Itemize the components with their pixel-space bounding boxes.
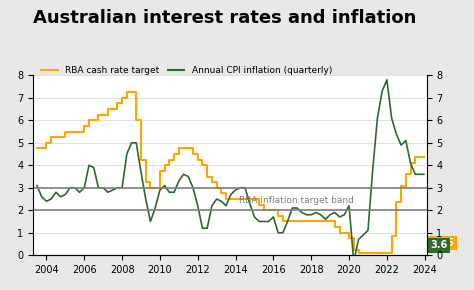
Text: RBA inflation target band: RBA inflation target band bbox=[239, 196, 354, 205]
Legend: RBA cash rate target, Annual CPI inflation (quarterly): RBA cash rate target, Annual CPI inflati… bbox=[38, 63, 336, 79]
Text: Australian interest rates and inflation: Australian interest rates and inflation bbox=[33, 9, 417, 27]
Text: 4.35: 4.35 bbox=[431, 238, 455, 248]
Text: 3.6: 3.6 bbox=[431, 240, 448, 250]
